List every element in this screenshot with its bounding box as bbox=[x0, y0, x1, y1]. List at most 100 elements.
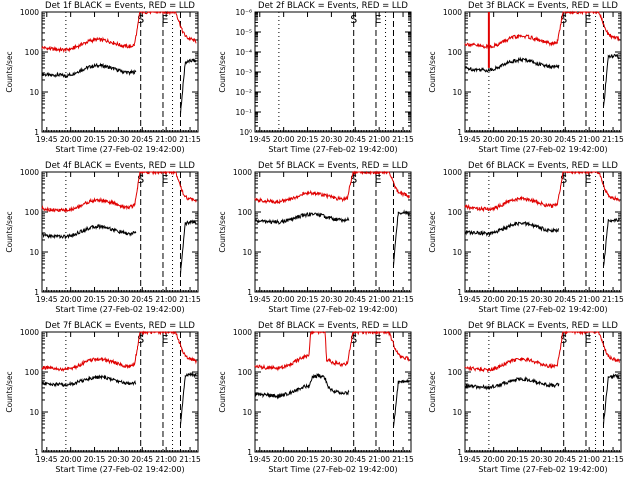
chart-title: Det 7f BLACK = Events, RED = LLD bbox=[45, 321, 195, 331]
chart-title: Det 5f BLACK = Events, RED = LLD bbox=[258, 161, 408, 171]
x-tick-label: 20:00 bbox=[60, 455, 82, 464]
y-tick-label: 10⁻² bbox=[235, 88, 252, 97]
marker-label-s: S bbox=[350, 173, 357, 186]
y-tick-label: 1000 bbox=[20, 8, 39, 17]
chart-panel-4: Det 4f BLACK = Events, RED = LLD 1 10 100 10… bbox=[5, 161, 201, 314]
x-axis-label: Start Time (27-Feb-02 19:42:00) bbox=[55, 305, 184, 314]
x-tick-label: 19:45 bbox=[249, 455, 271, 464]
y-tick-label: 1000 bbox=[443, 8, 462, 17]
x-axis-label: Start Time (27-Feb-02 19:42:00) bbox=[268, 305, 397, 314]
chart-title: Det 8f BLACK = Events, RED = LLD bbox=[258, 321, 408, 331]
x-tick-label: 21:15 bbox=[602, 135, 624, 144]
x-axis-label: Start Time (27-Feb-02 19:42:00) bbox=[478, 465, 607, 474]
x-tick-label: 20:00 bbox=[483, 135, 505, 144]
x-tick-label: 21:15 bbox=[179, 455, 201, 464]
y-tick-label: 10⁻³ bbox=[235, 68, 252, 77]
y-axis-label: Counts/sec bbox=[218, 371, 227, 412]
x-axis-label: Start Time (27-Feb-02 19:42:00) bbox=[55, 465, 184, 474]
y-tick-label: 10 bbox=[242, 248, 252, 257]
series-line-events bbox=[464, 217, 620, 267]
series-line-lld bbox=[41, 330, 197, 373]
x-tick-label: 20:00 bbox=[60, 135, 82, 144]
x-tick-label: 20:30 bbox=[321, 455, 343, 464]
x-tick-label: 20:15 bbox=[297, 135, 319, 144]
y-axis-label: Counts/sec bbox=[218, 51, 227, 92]
x-tick-label: 21:00 bbox=[368, 135, 390, 144]
x-tick-label: 21:00 bbox=[578, 295, 600, 304]
series-line-events bbox=[42, 371, 197, 425]
y-tick-label: 100 bbox=[448, 368, 463, 377]
y-tick-label: 1000 bbox=[443, 168, 462, 177]
chart-panel-6: Det 6f BLACK = Events, RED = LLD 1 10 100 10… bbox=[428, 161, 624, 314]
x-tick-label: 20:30 bbox=[531, 455, 553, 464]
x-tick-label: 20:45 bbox=[344, 135, 366, 144]
x-tick-label: 21:15 bbox=[392, 295, 414, 304]
x-tick-label: 20:30 bbox=[531, 295, 553, 304]
x-tick-label: 19:45 bbox=[36, 295, 58, 304]
series-line-lld bbox=[41, 170, 197, 213]
y-tick-label: 1 bbox=[247, 448, 252, 457]
y-tick-label: 10 bbox=[29, 408, 39, 417]
series-line-lld bbox=[41, 10, 197, 54]
x-tick-label: 20:00 bbox=[483, 455, 505, 464]
marker-label-s: S bbox=[560, 13, 567, 26]
y-tick-label: 100 bbox=[25, 368, 40, 377]
series-line-events bbox=[254, 209, 410, 266]
chart-panel-1: Det 1f BLACK = Events, RED = LLD 1 10 100 10… bbox=[5, 1, 201, 154]
y-tick-label: 100 bbox=[448, 48, 463, 57]
marker-label-e: E bbox=[585, 333, 592, 346]
chart-panel-5: Det 5f BLACK = Events, RED = LLD 1 10 100 10… bbox=[218, 161, 414, 314]
x-tick-label: 21:15 bbox=[602, 455, 624, 464]
marker-label-e: E bbox=[162, 13, 169, 26]
y-tick-label: 10⁻¹ bbox=[235, 108, 252, 117]
y-tick-label: 10⁻⁵ bbox=[235, 28, 252, 37]
series-line-lld bbox=[254, 330, 410, 372]
y-tick-label: 10 bbox=[452, 408, 462, 417]
y-axis-label: Counts/sec bbox=[428, 371, 437, 412]
series-line-lld bbox=[254, 170, 410, 205]
x-tick-label: 20:45 bbox=[131, 135, 153, 144]
x-axis-label: Start Time (27-Feb-02 19:42:00) bbox=[55, 145, 184, 154]
y-tick-label: 10 bbox=[452, 88, 462, 97]
x-tick-label: 19:45 bbox=[36, 455, 58, 464]
y-tick-label: 100 bbox=[448, 208, 463, 217]
y-tick-label: 1 bbox=[34, 448, 39, 457]
y-tick-label: 10 bbox=[242, 408, 252, 417]
y-tick-label: 1 bbox=[457, 128, 462, 137]
chart-title: Det 1f BLACK = Events, RED = LLD bbox=[45, 1, 195, 11]
x-tick-label: 20:00 bbox=[273, 135, 295, 144]
x-axis-label: Start Time (27-Feb-02 19:42:00) bbox=[478, 145, 607, 154]
marker-label-s: S bbox=[137, 333, 144, 346]
series-line-lld bbox=[464, 10, 620, 50]
y-tick-label: 100 bbox=[238, 368, 253, 377]
y-axis-label: Counts/sec bbox=[5, 51, 14, 92]
y-tick-label: 10⁻⁴ bbox=[235, 48, 252, 57]
x-tick-label: 20:00 bbox=[273, 295, 295, 304]
marker-label-e: E bbox=[375, 333, 382, 346]
y-tick-label: 10 bbox=[452, 248, 462, 257]
y-axis-label: Counts/sec bbox=[428, 211, 437, 252]
marker-label-s: S bbox=[350, 333, 357, 346]
x-tick-label: 20:15 bbox=[84, 295, 106, 304]
chart-title: Det 6f BLACK = Events, RED = LLD bbox=[468, 161, 618, 171]
x-tick-label: 21:00 bbox=[155, 455, 177, 464]
marker-label-e: E bbox=[375, 13, 382, 26]
series-line-events bbox=[254, 372, 410, 427]
chart-panel-7: Det 7f BLACK = Events, RED = LLD 1 10 100 10… bbox=[5, 321, 201, 474]
marker-label-s: S bbox=[350, 13, 357, 26]
y-axis-label: Counts/sec bbox=[218, 211, 227, 252]
chart-title: Det 3f BLACK = Events, RED = LLD bbox=[468, 1, 618, 11]
y-tick-label: 1 bbox=[247, 288, 252, 297]
x-tick-label: 20:15 bbox=[84, 455, 106, 464]
series-line-events bbox=[464, 373, 620, 426]
y-tick-label: 10 bbox=[29, 248, 39, 257]
x-tick-label: 20:45 bbox=[554, 135, 576, 144]
x-tick-label: 21:00 bbox=[155, 135, 177, 144]
x-tick-label: 20:45 bbox=[344, 295, 366, 304]
x-tick-label: 20:45 bbox=[344, 455, 366, 464]
marker-label-e: E bbox=[162, 173, 169, 186]
x-tick-label: 20:30 bbox=[321, 135, 343, 144]
y-tick-label: 1000 bbox=[20, 168, 39, 177]
chart-title: Det 4f BLACK = Events, RED = LLD bbox=[45, 161, 195, 171]
x-tick-label: 20:30 bbox=[108, 295, 130, 304]
